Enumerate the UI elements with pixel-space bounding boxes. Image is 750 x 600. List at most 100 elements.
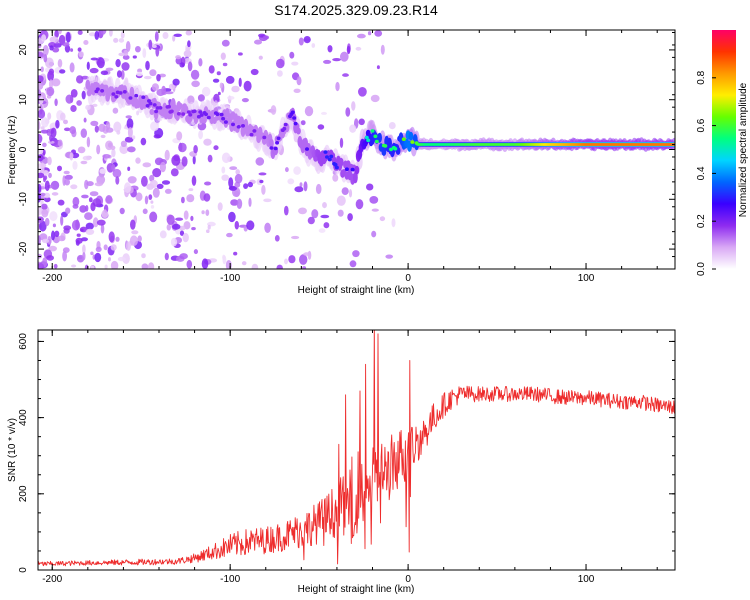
spectrogram-noise-blob (170, 168, 179, 177)
spectrogram-noise-blob (148, 262, 155, 269)
spectrogram-noise-blob (92, 217, 99, 228)
spectrogram-noise-blob (222, 62, 228, 67)
spectrogram-noise-blob (255, 157, 265, 166)
spectrogram-noise-blob (228, 177, 234, 189)
spectrogram-ridge-core (370, 129, 375, 133)
spectrogram-noise-blob (285, 167, 289, 173)
spectrogram-noise-blob (173, 33, 182, 37)
spectrogram-noise-blob (100, 223, 105, 234)
spectrogram-noise-blob (303, 36, 311, 44)
spectrogram-noise-blob (130, 219, 136, 230)
spectrogram-y-tick-label: 10 (18, 94, 29, 106)
spectrogram-noise-blob (351, 101, 356, 111)
spectrogram-noise-blob (38, 43, 42, 49)
spectrogram-ridge-core (366, 138, 371, 143)
spectrogram-noise-blob (136, 110, 140, 116)
spectrogram-noise-blob (100, 134, 106, 139)
colorbar-tick-label: 0.6 (696, 118, 707, 132)
spectrogram-noise-blob (71, 264, 77, 268)
spectrogram-noise-blob (135, 157, 141, 164)
spectrogram-ridge-core (269, 146, 274, 150)
spectrogram-noise-blob (236, 198, 243, 209)
spectrogram-noise-blob (123, 49, 129, 57)
spectrogram-noise-blob (149, 179, 158, 189)
spectrogram-noise-blob (47, 156, 52, 166)
spectrogram-noise-blob (159, 230, 167, 239)
spectrogram-noise-blob (247, 181, 253, 188)
spectrogram-noise-blob (42, 45, 49, 56)
spectrogram-ridge-core (329, 154, 334, 159)
spectrogram-noise-blob (358, 118, 365, 126)
snr-x-tick-label: -100 (220, 574, 240, 585)
spectrogram-noise-blob (166, 224, 171, 231)
spectrogram-noise-blob (49, 79, 53, 90)
spectrogram-noise-blob (348, 189, 353, 198)
spectrogram-noise-blob (51, 192, 59, 196)
spectrogram-noise-blob (198, 58, 203, 67)
spectrogram-noise-blob (164, 188, 172, 194)
snr-y-tick-label: 0 (18, 567, 29, 573)
snr-x-tick-label: 0 (405, 574, 411, 585)
spectrogram-noise-blob (88, 32, 97, 37)
spectrogram-noise-blob (221, 39, 230, 47)
snr-panel: -200 -100 0 100 0 200 400 600 Height of straig… (7, 329, 676, 595)
spectrogram-noise-blob (156, 183, 164, 189)
spectrogram-ridge-core (283, 122, 288, 127)
spectrogram-noise-blob (342, 73, 349, 77)
spectrogram-ridge-outer (177, 102, 183, 109)
spectrogram-ridge-core (327, 157, 332, 162)
spectrogram-noise-blob (77, 30, 83, 35)
spectrogram-x-tick-label: 100 (578, 273, 595, 284)
spectrogram-noise-blob (57, 58, 63, 68)
spectrogram-noise-blob (318, 228, 326, 233)
spectrogram-noise-blob (72, 160, 78, 170)
spectrogram-x-tick-label: 0 (405, 273, 411, 284)
spectrogram-noise-blob (40, 162, 45, 174)
spectrogram-noise-blob (201, 258, 209, 269)
spectrogram-noise-blob (202, 86, 211, 97)
spectrogram-noise-blob (41, 203, 48, 210)
spectrogram-noise-blob (94, 182, 103, 187)
spectrogram-noise-blob (119, 207, 125, 215)
spectrogram-noise-blob (144, 75, 152, 80)
spectrogram-noise-blob (168, 83, 175, 90)
spectrogram-ridge-core (181, 112, 186, 116)
spectrogram-noise-blob (385, 254, 394, 259)
spectrogram-noise-blob (102, 209, 108, 218)
spectrogram-noise-blob (191, 227, 196, 231)
spectrogram-noise-blob (135, 46, 141, 53)
spectrogram-noise-blob (371, 230, 377, 238)
spectrogram-noise-blob (142, 208, 148, 215)
spectrogram-ridge-core (152, 103, 157, 107)
spectrogram-noise-blob (86, 181, 94, 187)
spectrogram-noise-blob (311, 43, 316, 48)
spectrogram-noise-blob (48, 172, 52, 179)
spectrogram-noise-blob (42, 149, 46, 156)
spectrogram-noise-blob (179, 225, 186, 231)
spectrogram-ridge-core (169, 109, 174, 114)
spectrogram-ridge-core (155, 106, 160, 110)
spectrogram-noise-blob (296, 76, 302, 86)
spectrogram-noise-blob (63, 127, 71, 132)
spectrogram-ridge-core (282, 126, 287, 131)
spectrogram-noise-blob (113, 37, 119, 43)
spectrogram-noise-blob (43, 170, 49, 176)
spectrogram-noise-blob (181, 156, 188, 167)
spectrogram-noise-blob (197, 94, 205, 102)
spectrogram-noise-blob (96, 57, 105, 69)
spectrogram-noise-blob (141, 253, 146, 259)
colorbar-tick-label: 0.8 (696, 70, 707, 84)
spectrogram-ridge-core (323, 150, 328, 154)
spectrogram-noise-blob (70, 184, 78, 190)
snr-x-tick-label: 100 (578, 574, 595, 585)
spectrogram-noise-blob (96, 144, 101, 155)
spectrogram-noise-blob (221, 152, 231, 164)
spectrogram-noise-blob (69, 152, 74, 161)
spectrogram-noise-blob (243, 80, 252, 92)
spectrogram-noise-blob (110, 244, 117, 251)
spectrogram-noise-blob (120, 140, 127, 147)
spectrogram-noise-blob (213, 145, 219, 151)
spectrogram-noise-blob (391, 218, 396, 228)
spectrogram-noise-blob (82, 252, 86, 261)
snr-x-ticks: -200 -100 0 100 (42, 330, 658, 585)
